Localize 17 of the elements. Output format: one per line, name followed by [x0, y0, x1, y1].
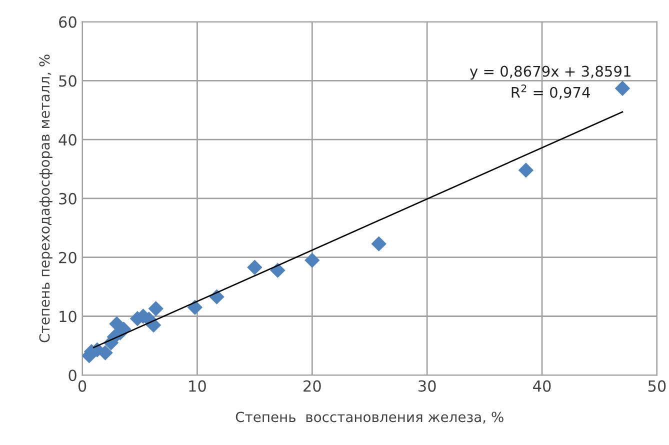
y-tick-label: 0: [68, 370, 76, 382]
annotation: y = 0,8679x + 3,8591: [470, 66, 630, 80]
y-axis-title: Степень переходафосфорав металл, %: [39, 54, 52, 342]
x-tick-label: 10: [189, 380, 206, 392]
x-tick-label: 30: [418, 380, 436, 392]
y-tick-label: 60: [59, 16, 76, 28]
y-tick-label: 20: [59, 252, 76, 264]
annotation: R$^{2}$ = 0,974: [512, 84, 590, 100]
x-tick-label: 50: [648, 380, 666, 392]
y-tick-label: 10: [60, 310, 76, 322]
y-tick-label: 50: [59, 75, 76, 87]
x-tick-label: 40: [533, 380, 551, 392]
x-axis-title: Степень восстановления железа, %: [236, 412, 504, 424]
y-tick-label: 40: [58, 134, 76, 146]
y-tick-label: 30: [59, 192, 76, 204]
x-tick-label: 20: [304, 380, 321, 392]
x-tick-label: 0: [78, 380, 86, 392]
